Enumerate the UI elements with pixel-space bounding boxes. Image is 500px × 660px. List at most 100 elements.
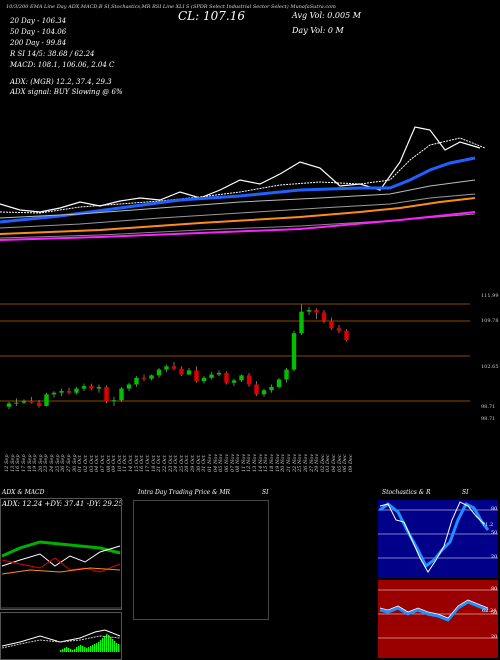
candle-body: [269, 386, 274, 391]
header-title: 10/3/200 EMA Line Day ADX,MACD,B SI,Stoc…: [6, 4, 336, 10]
day-volume: Day Vol: 0 M: [292, 26, 344, 35]
macd-hist-bar: [60, 650, 62, 652]
candlestick-chart: [0, 303, 470, 410]
macd-line: [1, 629, 121, 647]
price-level-5: 98.71: [481, 416, 496, 422]
ema-chart: [0, 126, 486, 241]
candle-body: [156, 369, 162, 376]
macd-hist-bar: [86, 648, 88, 652]
macd-hist-bar: [72, 650, 74, 652]
candle-body: [104, 386, 109, 401]
candle-body: [224, 372, 229, 383]
ema200-label: 200 Day - 99.84: [10, 39, 67, 47]
macd-hist-bar: [62, 649, 64, 652]
macd-hist-bar: [102, 638, 104, 652]
macd-hist-bar: [82, 646, 84, 652]
macd-hist-bar: [78, 646, 80, 652]
rsi-panel: [378, 580, 498, 658]
intraday-panel-suffix: SI: [262, 489, 269, 496]
candle-body: [21, 400, 27, 403]
macd-hist-bar: [108, 635, 110, 652]
macd-hist-bar: [116, 643, 118, 652]
candle-body: [89, 386, 94, 389]
date-tick: 17 Sep: [20, 454, 27, 472]
ema-grey-1: [0, 179, 476, 219]
adx-red: [1, 557, 121, 573]
candle-body: [201, 377, 207, 382]
macd-hist-bar: [98, 642, 100, 652]
adx-panel-title: ADX & MACD: [2, 489, 45, 496]
date-axis: 12 Sep 13 Sep 16 Sep 17 Sep 18 Sep 19 Sep 20 S…: [0, 432, 500, 482]
adx-orange: [1, 567, 121, 575]
macd-hist-bar: [68, 648, 70, 652]
candle-body: [29, 400, 34, 403]
rsi-tick-20: 20: [491, 634, 498, 640]
price-line: [0, 126, 481, 213]
candle-body: [231, 380, 237, 383]
stochastics-panel: [378, 500, 498, 578]
candle-body: [171, 366, 177, 369]
candle-body: [96, 386, 102, 389]
ema50-line: [0, 197, 476, 235]
avg-volume: Avg Vol: 0.005 M: [292, 11, 361, 20]
candle-body: [36, 402, 42, 406]
adx-macd-panel: [0, 498, 122, 610]
price-level-2: 109.78: [481, 318, 499, 324]
candle-body: [6, 403, 12, 407]
rsi-stats: R SI 14/5: 38.68 / 62.24: [10, 50, 95, 58]
macd-hist-bar: [90, 646, 92, 652]
price-level-1: 111.99: [481, 293, 499, 299]
candle-body: [44, 394, 49, 406]
candle-body: [216, 372, 222, 375]
rsi-value-label: 62.24: [482, 608, 497, 614]
candle-body: [329, 320, 334, 329]
candle-body: [126, 384, 132, 389]
candle-body: [14, 402, 19, 404]
stoch-tick-50: 50: [491, 530, 498, 536]
macd-hist-bar: [112, 639, 114, 652]
macd-hist-bar: [106, 634, 108, 652]
stoch-white: [379, 501, 485, 573]
macd-hist-bar: [92, 645, 94, 652]
candle-body: [51, 392, 57, 395]
macd-hist-bar: [96, 643, 98, 652]
ema50-label: 50 Day - 104.06: [10, 28, 67, 36]
macd-hist-bar: [118, 644, 120, 652]
macd-hist-bar: [100, 640, 102, 652]
ema-grey-3: [0, 213, 476, 239]
candle-body: [291, 333, 297, 370]
macd-panel: [0, 612, 122, 660]
macd-hist-bar: [114, 641, 116, 652]
ema20-line: [0, 156, 476, 224]
candle-body: [321, 312, 327, 321]
macd-hist-bar: [104, 636, 106, 652]
stoch-panel-suffix: SI: [462, 489, 469, 496]
candle-body: [194, 370, 199, 382]
date-tick: 22 Oct: [161, 455, 168, 472]
macd-hist-bar: [94, 644, 96, 652]
macd-hist-bar: [66, 647, 68, 652]
rsi-blue: [379, 600, 489, 622]
adx-panel-values: ADX: 12.24 +DY: 37.41 -DY: 29.25: [2, 500, 123, 508]
ema-fast-white: [0, 137, 486, 214]
candle-body: [254, 384, 259, 395]
candle-body: [261, 390, 267, 395]
candle-body: [149, 375, 154, 379]
candle-body: [164, 366, 169, 370]
adx-white: [1, 545, 121, 567]
candle-body: [74, 388, 79, 393]
stoch-value-label: 71.2: [482, 522, 494, 528]
intraday-panel: [133, 500, 269, 620]
candle-body: [299, 311, 304, 334]
macd-hist-bar: [70, 649, 72, 652]
candle-body: [81, 386, 87, 389]
candle-body: [111, 400, 117, 402]
candle-body: [119, 388, 124, 401]
candle-body: [276, 379, 282, 387]
candle-body: [186, 370, 192, 375]
date-tick: 07 Oct: [99, 455, 106, 472]
macd-signal: [1, 635, 121, 649]
close-price: CL: 107.16: [178, 9, 245, 23]
candle-body: [209, 374, 214, 378]
ema200-line: [0, 211, 476, 241]
